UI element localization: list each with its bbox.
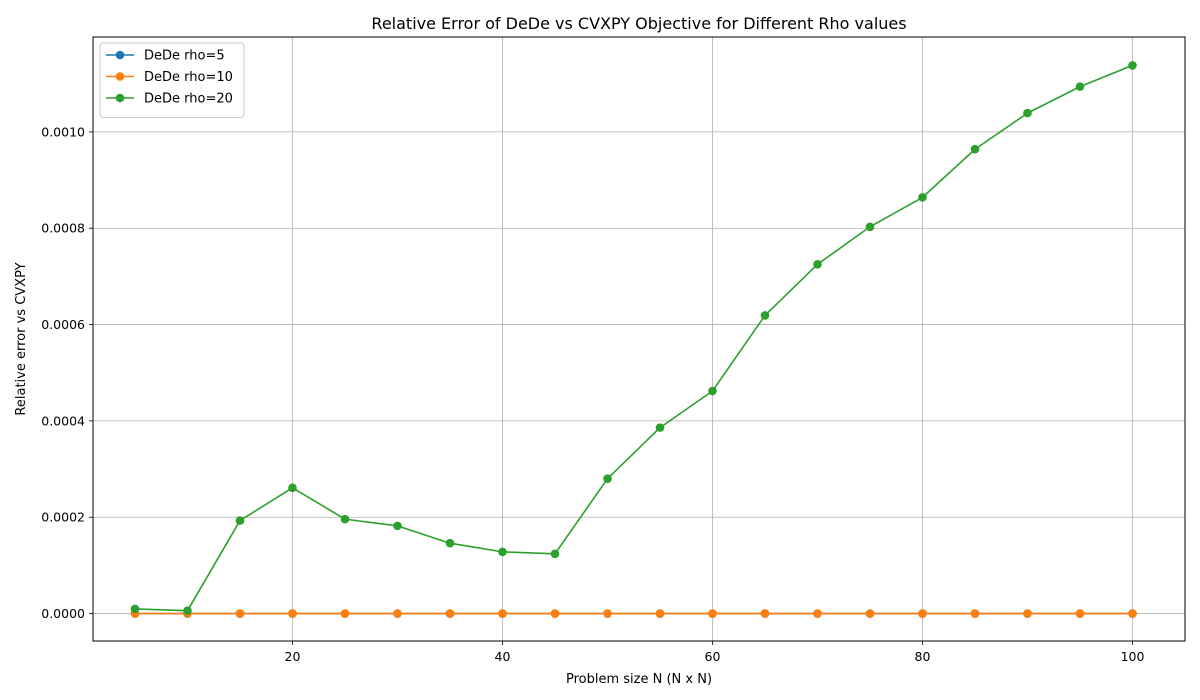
y-axis: 0.0000 0.0002 0.0004 0.0006 0.0008 0.0010 (41, 124, 93, 621)
data-point (445, 538, 455, 548)
series-line (134, 64, 1133, 612)
x-tick-label: 100 (1121, 649, 1145, 664)
data-point (1023, 609, 1032, 618)
x-axis-label: Problem size N (N x N) (566, 672, 712, 687)
data-point (288, 483, 297, 493)
data-point (1128, 61, 1137, 70)
data-point (235, 516, 245, 525)
y-axis-label: Relative error vs CVXPY (14, 262, 29, 415)
legend-label: DeDe rho=5 (144, 49, 225, 64)
series-3 (130, 61, 1137, 615)
y-tick-label: 0.0010 (41, 124, 85, 139)
data-point (708, 386, 717, 396)
legend-marker (115, 93, 125, 103)
data-point (498, 609, 507, 618)
data-point (1128, 609, 1137, 618)
data-point (130, 604, 140, 614)
legend-marker (115, 72, 125, 81)
data-point (655, 609, 665, 618)
data-point (760, 609, 770, 618)
data-point (235, 609, 245, 618)
data-point (393, 609, 402, 618)
data-point (550, 609, 560, 618)
data-point (603, 609, 612, 618)
data-point (1075, 82, 1085, 91)
data-point (813, 609, 822, 618)
data-point (498, 547, 507, 557)
data-point (760, 311, 770, 320)
grid (93, 37, 1185, 641)
data-point (550, 549, 560, 559)
x-tick-label: 80 (915, 649, 931, 664)
chart-title: Relative Error of DeDe vs CVXPY Objectiv… (371, 14, 906, 33)
x-tick-label: 60 (705, 649, 721, 664)
data-point (340, 514, 350, 524)
data-point (340, 609, 350, 618)
data-point (288, 609, 297, 618)
data-point (1075, 609, 1085, 618)
data-point (918, 609, 927, 618)
data-point (393, 521, 402, 531)
data-point (655, 423, 665, 432)
x-tick-label: 40 (495, 649, 511, 664)
data-point (445, 609, 455, 618)
y-tick-label: 0.0006 (41, 317, 85, 332)
legend-box (99, 42, 245, 118)
y-tick-label: 0.0004 (41, 413, 85, 428)
data-point (603, 474, 612, 483)
data-point (183, 606, 192, 615)
y-tick-label: 0.0002 (41, 510, 85, 525)
y-tick-label: 0.0008 (41, 221, 85, 236)
legend-item: DeDe rho=10 (106, 70, 233, 85)
data-point (918, 193, 927, 202)
x-axis: 20 40 60 80 100 (285, 641, 1145, 664)
data-point (813, 260, 822, 269)
data-point (970, 144, 980, 154)
legend: DeDe rho=5 DeDe rho=10 DeDe rho=20 (99, 42, 245, 118)
legend-item: DeDe rho=20 (106, 92, 233, 107)
data-point (970, 609, 980, 618)
x-tick-label: 20 (285, 649, 301, 664)
data-point (708, 609, 717, 618)
plot-area-frame (92, 36, 1186, 642)
legend-label: DeDe rho=20 (144, 92, 233, 107)
legend-label: DeDe rho=10 (144, 70, 233, 85)
y-tick-label: 0.0000 (41, 606, 85, 621)
series-layer (130, 61, 1137, 618)
data-point (865, 609, 875, 618)
legend-item: DeDe rho=5 (106, 49, 225, 64)
data-point (1023, 108, 1032, 118)
series-2 (130, 609, 1137, 618)
legend-marker (115, 50, 125, 60)
data-point (865, 222, 875, 232)
